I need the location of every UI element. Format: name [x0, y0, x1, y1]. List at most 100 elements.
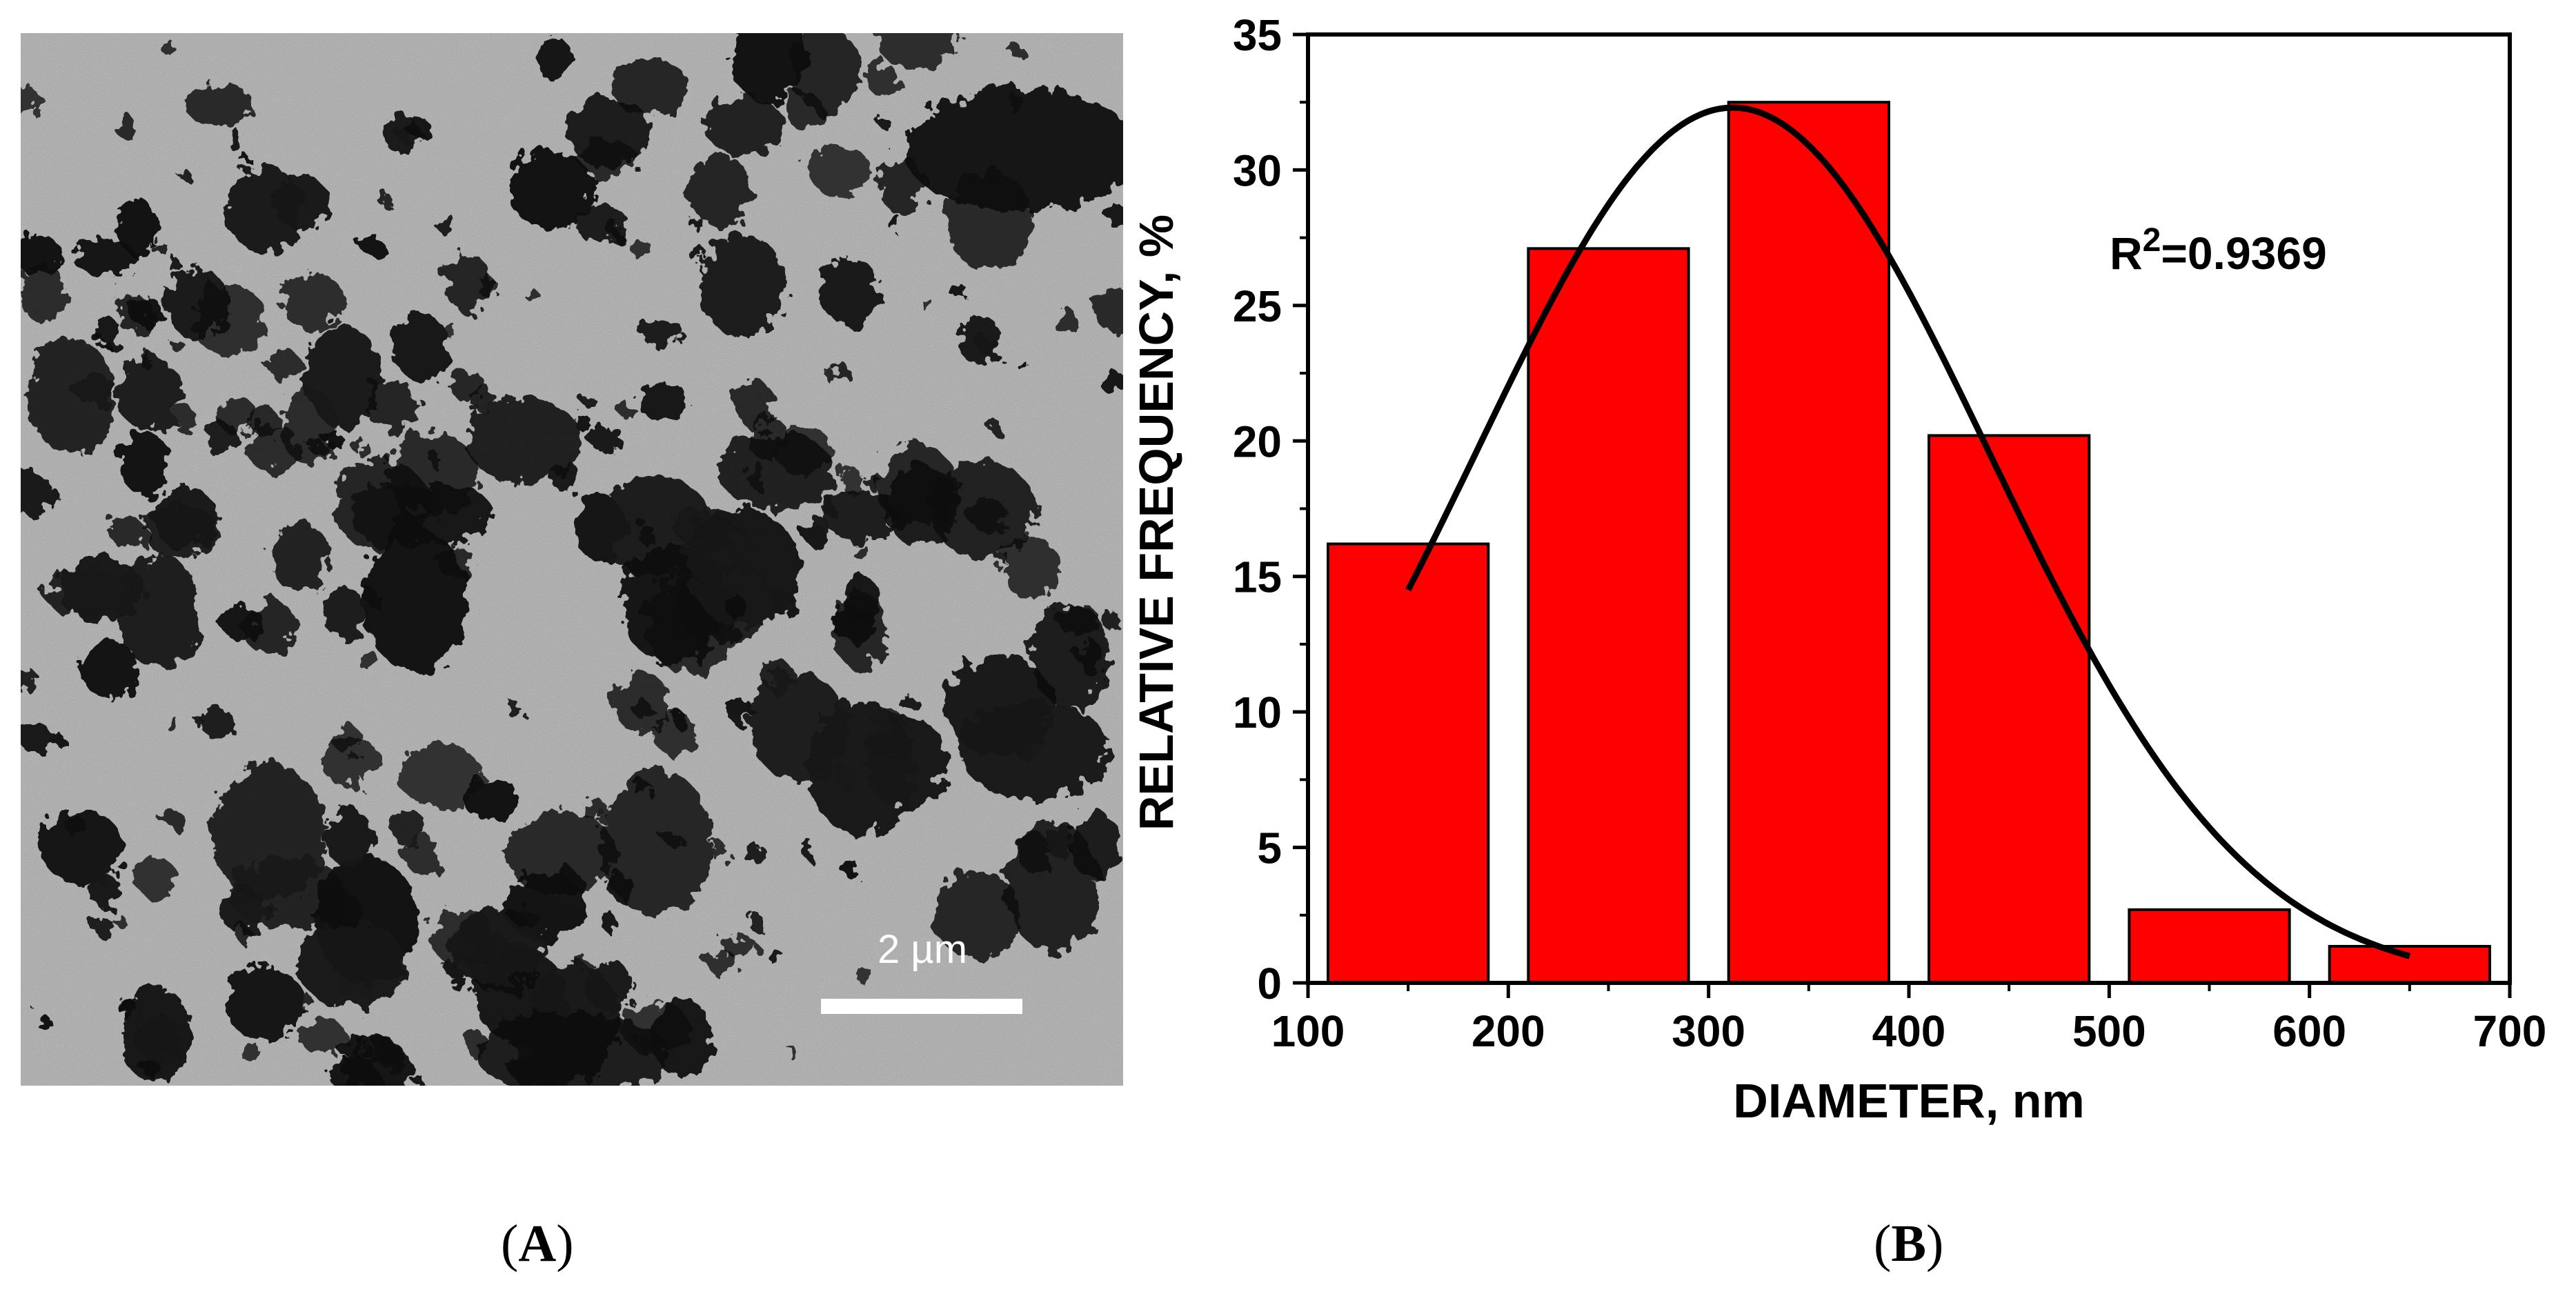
particle-220 — [631, 239, 652, 260]
particle-243 — [159, 808, 184, 828]
bar-3 — [1727, 101, 1890, 985]
particle-253 — [92, 918, 115, 937]
y-tick-label-0: 0 — [1257, 959, 1282, 1008]
particle-155 — [806, 517, 831, 550]
particle-226 — [357, 235, 384, 252]
particle-132 — [354, 439, 370, 457]
particle-36 — [535, 36, 571, 81]
r-squared-annotation: R2=0.9369 — [2110, 222, 2327, 279]
particle-66 — [159, 39, 175, 54]
particle-146 — [707, 950, 739, 977]
r-squared-base: R — [2110, 228, 2143, 279]
particle-251 — [1103, 610, 1120, 631]
x-tick-label-700: 700 — [2473, 1006, 2547, 1056]
particle-221 — [641, 317, 684, 348]
particle-40 — [688, 154, 751, 226]
particle-223 — [430, 908, 495, 967]
particle-184 — [771, 953, 787, 967]
particle-115 — [21, 666, 38, 693]
particle-105 — [88, 875, 122, 907]
bar-2 — [1527, 247, 1690, 984]
particle-113 — [21, 88, 43, 114]
particle-259 — [1047, 823, 1072, 858]
particle-260 — [271, 521, 329, 594]
particle-137 — [897, 694, 918, 709]
bar-6 — [2328, 944, 2491, 984]
particle-179 — [736, 380, 775, 430]
r-squared-superscript: 2 — [2143, 222, 2161, 259]
particle-192 — [274, 177, 331, 230]
particle-180 — [406, 506, 428, 519]
particle-54 — [835, 361, 849, 381]
particle-205 — [192, 716, 204, 726]
particle-206 — [978, 337, 997, 355]
particle-188 — [235, 924, 250, 943]
particle-249 — [700, 234, 786, 339]
particle-124 — [1055, 308, 1079, 337]
particle-239 — [932, 870, 1021, 959]
particle-27 — [631, 701, 653, 717]
particle-65 — [637, 381, 690, 422]
particle-119 — [37, 1015, 52, 1030]
x-tick-label-400: 400 — [1872, 1006, 1946, 1056]
particle-161 — [786, 92, 823, 130]
particle-118 — [602, 912, 617, 933]
particle-55 — [1009, 45, 1024, 56]
histogram-chart: 100 200 300 400 500 600 700 0 5 10 15 20 25 30 35 DIAM… — [1131, 10, 2547, 1128]
particle-190 — [169, 257, 181, 274]
particle-246 — [833, 768, 860, 785]
particle-230 — [172, 342, 188, 353]
panel-b-label: (B) — [1874, 1215, 1944, 1273]
particle-99 — [877, 33, 955, 72]
particle-175 — [321, 737, 381, 786]
particle-182 — [719, 432, 834, 510]
particle-210 — [445, 255, 493, 312]
particle-111 — [379, 193, 393, 208]
y-tick-label-35: 35 — [1233, 10, 1282, 60]
bar-1 — [1327, 542, 1490, 984]
particle-large-1 — [904, 88, 1123, 212]
particle-207 — [323, 587, 366, 639]
particle-238 — [575, 493, 625, 561]
particle-30 — [508, 150, 594, 229]
particle-170 — [73, 239, 135, 277]
particle-227 — [138, 1017, 179, 1062]
particle-195 — [1107, 208, 1123, 230]
particle-168 — [269, 348, 300, 383]
particle-199 — [1018, 833, 1051, 873]
y-axis-title: RELATIVE FREQUENCY, % — [1131, 215, 1183, 830]
panel-a-label: (A) — [501, 1215, 574, 1273]
particle-212 — [417, 119, 429, 129]
scale-bar — [821, 999, 1022, 1014]
particle-134 — [112, 913, 124, 926]
particle-248 — [682, 518, 744, 583]
particle-245 — [1031, 602, 1110, 708]
particle-214 — [833, 592, 889, 670]
particle-228 — [511, 907, 539, 926]
particle-12 — [857, 968, 874, 986]
particle-231 — [672, 712, 687, 728]
particle-244 — [323, 892, 362, 930]
particle-209 — [21, 725, 56, 751]
particle-56 — [240, 155, 252, 163]
gaussian-fit-curve — [1405, 104, 2411, 959]
particle-232 — [731, 33, 806, 103]
panel-b-letter: B — [1891, 1215, 1927, 1273]
particle-201 — [172, 406, 198, 434]
x-tick-label-100: 100 — [1271, 1006, 1345, 1056]
particle-122 — [821, 257, 880, 326]
particle-174 — [191, 283, 266, 357]
particle-185 — [204, 419, 239, 458]
particle-194 — [325, 809, 374, 868]
particle-242 — [608, 872, 632, 901]
particle-33 — [583, 797, 606, 823]
micrograph-image: 2 µm — [21, 33, 1123, 1086]
bar-5 — [2128, 908, 2291, 985]
x-tick-label-600: 600 — [2272, 1006, 2346, 1056]
particle-87 — [724, 935, 757, 959]
scale-bar-label: 2 µm — [878, 927, 967, 972]
particle-177 — [95, 336, 108, 348]
particle-14 — [841, 468, 864, 495]
particle-89 — [66, 815, 87, 837]
particle-200 — [21, 234, 62, 274]
